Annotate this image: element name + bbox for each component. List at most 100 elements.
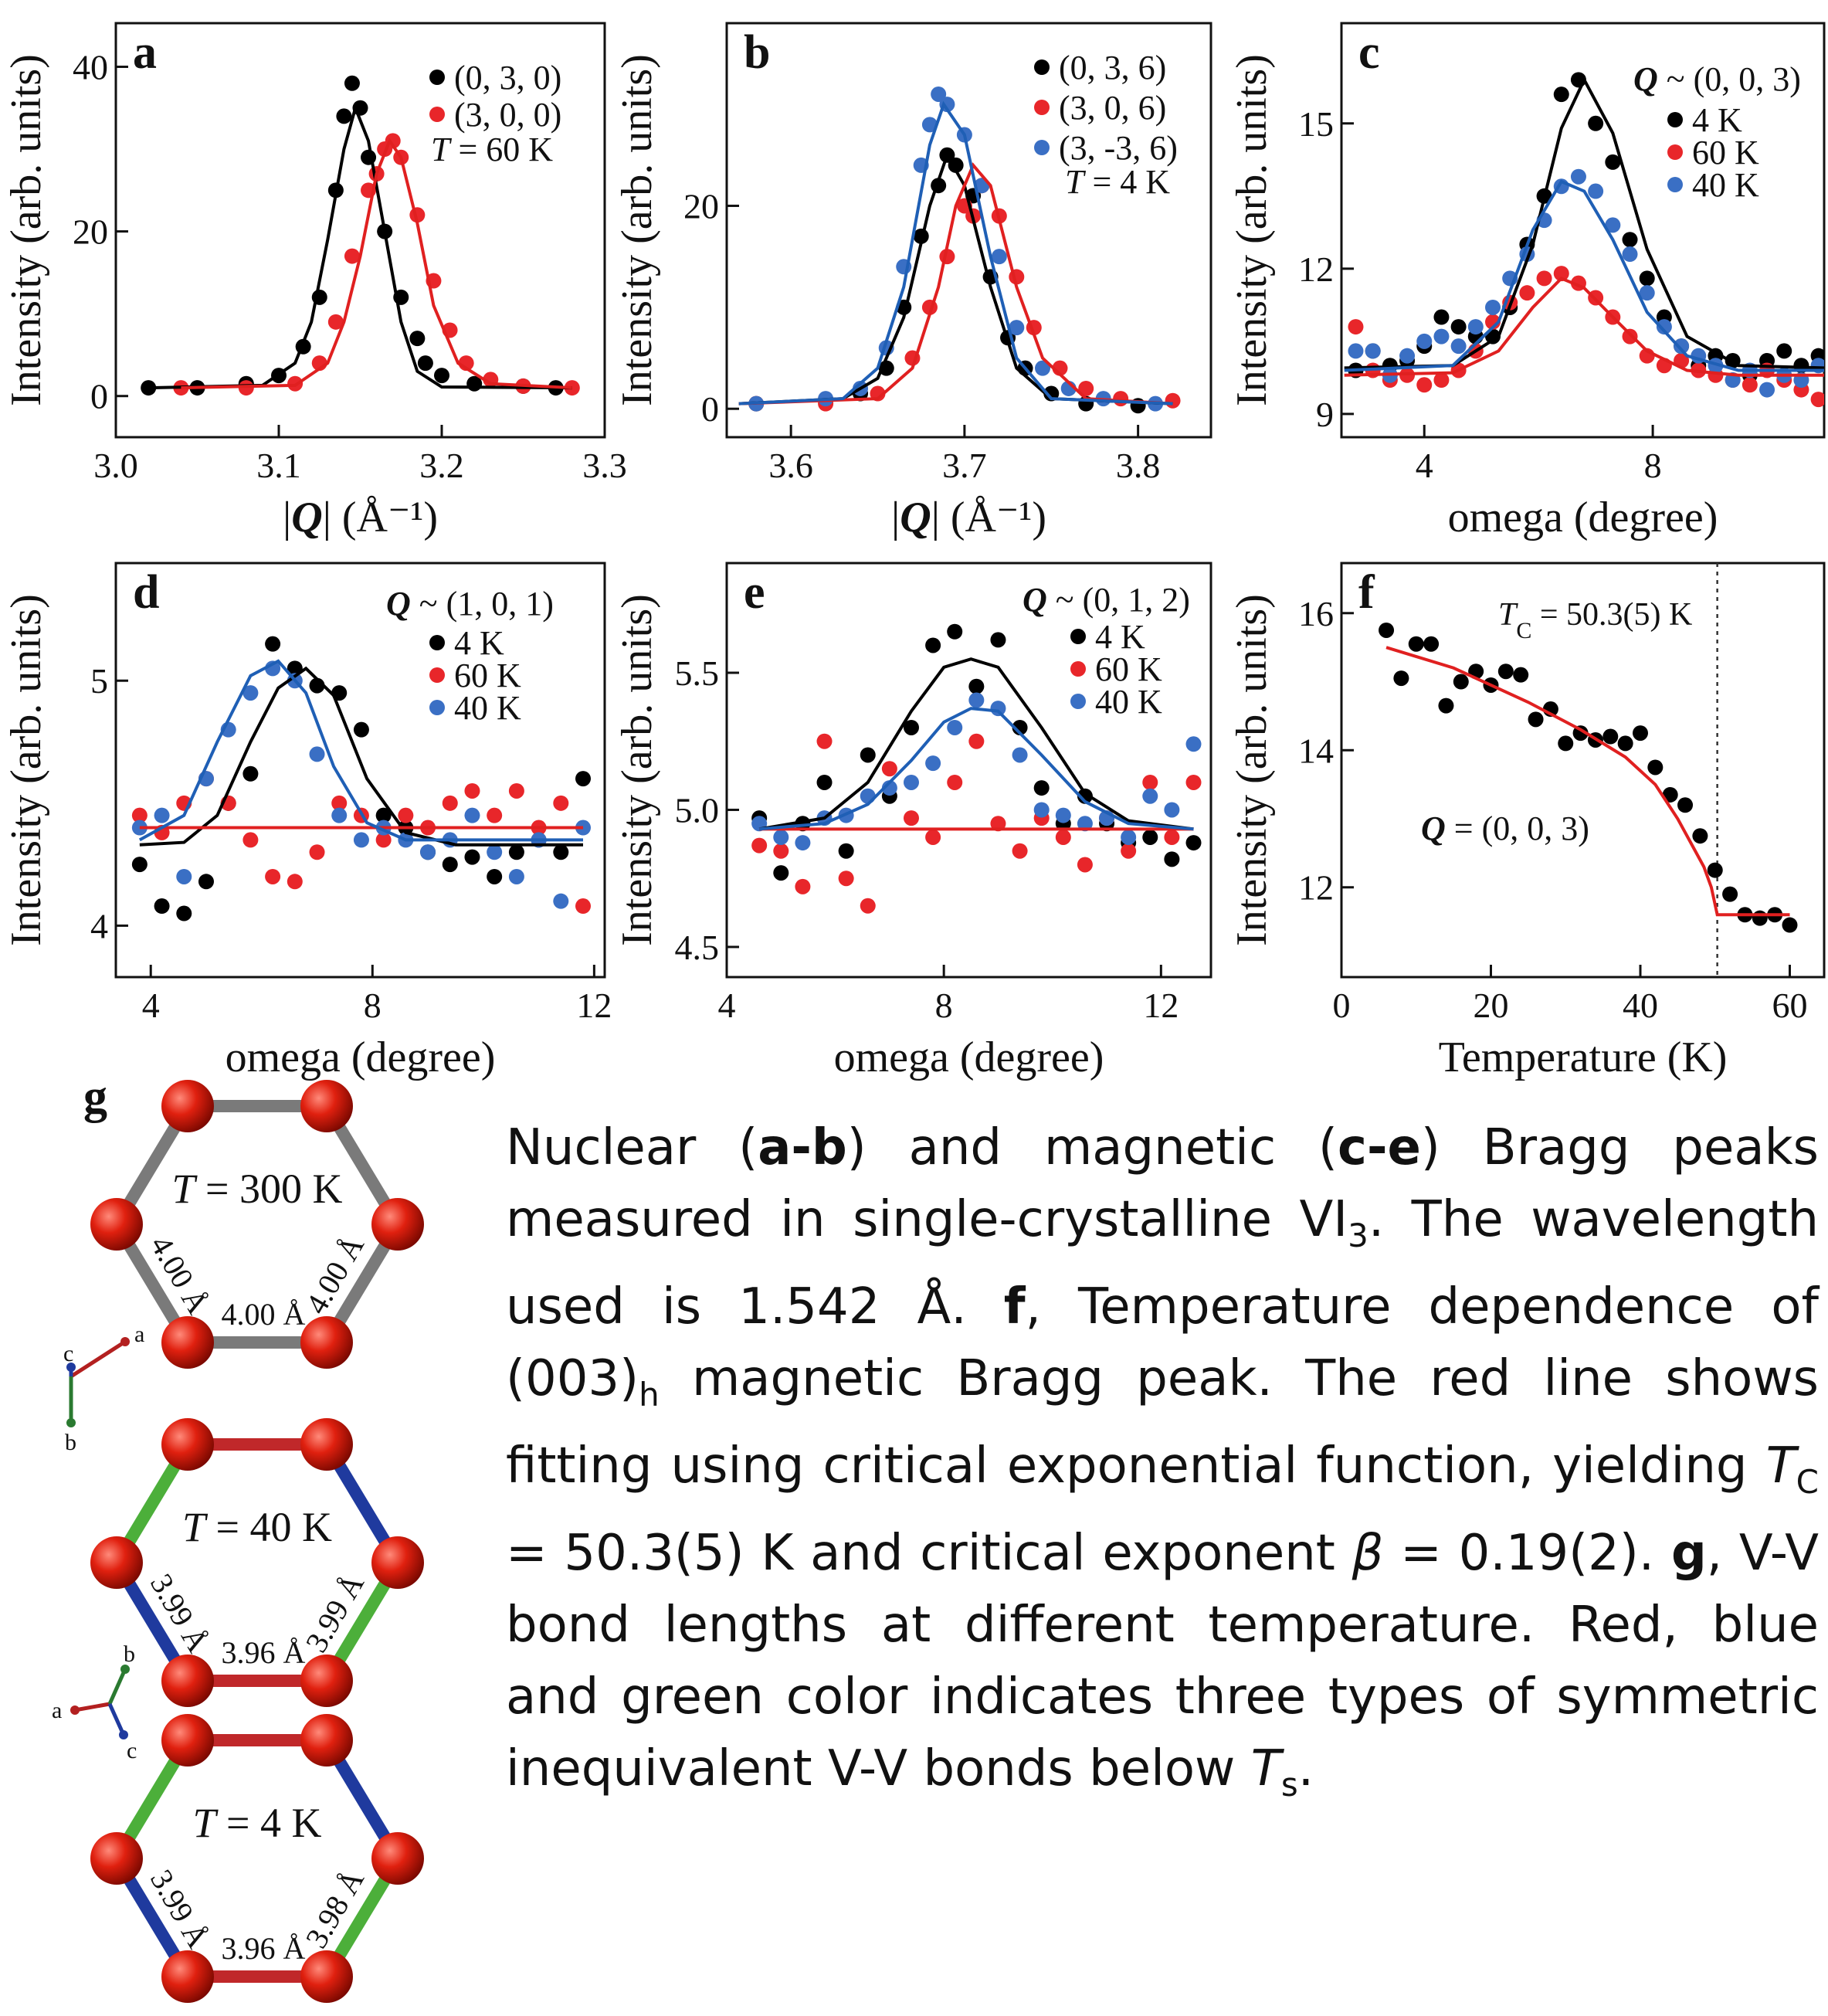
atom xyxy=(300,1655,353,1707)
data-point xyxy=(1605,217,1621,233)
y-tick-label: 16 xyxy=(1298,594,1334,633)
data-point xyxy=(816,774,833,790)
data-point xyxy=(442,857,458,873)
caption-text: ) and magnetic ( xyxy=(846,1119,1338,1176)
legend-label: 40 K xyxy=(1692,166,1759,204)
caption-text: a-b xyxy=(758,1119,847,1176)
data-point xyxy=(344,248,360,264)
axis-arrow xyxy=(74,1702,110,1712)
data-point xyxy=(1602,728,1619,745)
legend-title: Q ~ (0, 1, 2) xyxy=(1023,581,1190,619)
legend-label: (3, 0, 0) xyxy=(454,96,561,134)
data-point xyxy=(154,807,170,823)
data-point xyxy=(1453,674,1469,690)
fit-line xyxy=(181,137,572,390)
data-point xyxy=(1782,917,1798,933)
data-point xyxy=(176,905,192,921)
data-point xyxy=(1467,319,1484,335)
y-tick-label: 20 xyxy=(683,186,719,226)
data-point xyxy=(420,844,436,860)
panel-label: b xyxy=(744,26,770,79)
data-point xyxy=(417,355,433,372)
caption-text: g xyxy=(1670,1525,1707,1582)
data-point xyxy=(464,782,480,799)
y-tick-label: 5.5 xyxy=(675,653,720,693)
data-point xyxy=(968,733,985,749)
data-point xyxy=(154,898,170,915)
data-point xyxy=(1722,886,1738,902)
y-tick-label: 5.0 xyxy=(675,790,720,830)
data-point xyxy=(1365,343,1381,359)
data-point xyxy=(131,857,148,873)
data-point xyxy=(1639,270,1655,287)
caption-text: , Temperature dependence of (003) xyxy=(506,1278,1819,1407)
legend-label: 60 K xyxy=(454,657,521,694)
temperature-label-part: T xyxy=(193,1800,219,1846)
x-axis-label-part: | xyxy=(891,494,900,541)
x-axis-label: omega (degree) xyxy=(226,1033,496,1081)
y-tick-label: 20 xyxy=(73,212,108,252)
legend-label: 4 K xyxy=(1095,618,1145,656)
data-point xyxy=(1485,299,1501,315)
x-axis-label-part: omega (degree) xyxy=(834,1033,1104,1081)
data-point xyxy=(375,832,392,848)
panel-label: a xyxy=(133,26,157,79)
caption-text: ) Bragg peaks measured in single-crystal… xyxy=(506,1119,1819,1248)
data-point xyxy=(1622,232,1638,248)
data-point xyxy=(1632,725,1648,742)
data-point xyxy=(968,678,985,694)
data-point xyxy=(773,843,789,859)
data-point xyxy=(1185,774,1202,790)
atom xyxy=(371,1536,424,1589)
data-point xyxy=(434,368,449,384)
data-point xyxy=(1009,320,1025,336)
atom xyxy=(161,1950,214,2003)
data-point xyxy=(1033,802,1050,818)
x-tick-label: 3.3 xyxy=(582,446,627,485)
data-point xyxy=(1759,382,1775,398)
data-point xyxy=(925,637,941,653)
data-point xyxy=(242,765,259,782)
caption-text: 3 xyxy=(1348,1217,1368,1254)
temperature-label-part: = 4 K xyxy=(216,1800,322,1846)
legend-label: 60 K xyxy=(1095,650,1162,688)
data-point xyxy=(327,314,344,330)
data-point xyxy=(1528,711,1544,728)
data-point xyxy=(1012,719,1028,735)
axis-arrow xyxy=(107,1702,126,1736)
y-tick-label: 0 xyxy=(90,377,108,416)
x-tick-label: 3.0 xyxy=(93,446,138,485)
data-point xyxy=(176,868,192,884)
x-tick-label: 4 xyxy=(1416,446,1433,485)
fit-line xyxy=(138,659,584,842)
annotation: T = 60 K xyxy=(431,131,553,168)
data-point xyxy=(265,636,281,652)
data-point xyxy=(1142,788,1158,804)
caption-text: T xyxy=(1765,1437,1796,1495)
caption-text: β xyxy=(1351,1525,1384,1582)
legend-marker xyxy=(1034,100,1050,115)
fit-line xyxy=(139,666,584,847)
data-point xyxy=(344,75,360,91)
data-point xyxy=(265,868,281,884)
data-point xyxy=(331,795,348,811)
fit-line xyxy=(738,162,1173,406)
data-point xyxy=(508,782,524,799)
legend-title-part: Q xyxy=(1023,581,1047,619)
data-point xyxy=(309,746,325,762)
data-point xyxy=(1588,115,1604,131)
data-point xyxy=(575,771,592,787)
data-point xyxy=(925,829,941,845)
data-point xyxy=(1423,636,1440,652)
axis-letter: a xyxy=(52,1698,62,1723)
data-point xyxy=(1810,392,1824,408)
data-point xyxy=(287,874,303,890)
x-axis-label: omega (degree) xyxy=(1448,494,1718,541)
data-point xyxy=(487,844,503,860)
caption-text: T xyxy=(1250,1740,1281,1797)
data-point xyxy=(1497,664,1514,680)
caption-text: magnetic Bragg peak. The red line shows … xyxy=(506,1350,1819,1495)
axis-arrow xyxy=(107,1668,127,1705)
data-point xyxy=(990,816,1006,832)
fit-line xyxy=(758,657,1194,831)
